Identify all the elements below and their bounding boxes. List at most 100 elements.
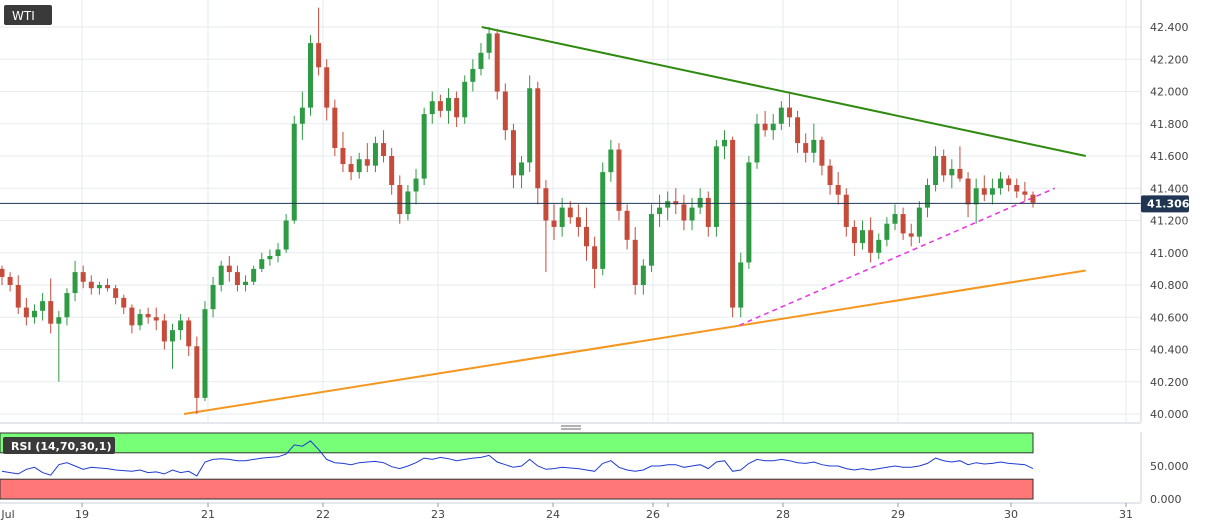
candle-body	[23, 307, 29, 318]
candle-body	[527, 88, 533, 163]
y-tick-label: 41.400	[1150, 182, 1189, 195]
candle-body	[933, 156, 939, 186]
candle-body	[291, 123, 297, 221]
candle-body	[640, 265, 646, 285]
candle-body	[551, 220, 557, 227]
candle-body	[632, 239, 638, 285]
candle-body	[340, 147, 346, 165]
y-axis-ticks: 42.400 42.200 42.000 41.800 41.600 41.400 41.2…	[1150, 21, 1189, 421]
candle-body	[1022, 191, 1028, 195]
candle-body	[372, 143, 378, 166]
candle-body	[307, 43, 313, 108]
candle-body	[421, 114, 427, 179]
candle-body	[145, 314, 151, 318]
candle-body	[803, 143, 809, 153]
candle-body	[226, 265, 232, 273]
x-tick-label: 31	[1119, 508, 1133, 521]
candle-body	[738, 262, 744, 308]
rsi-label-text: RSI (14,70,30,1)	[11, 440, 111, 453]
candle-body	[129, 307, 135, 326]
candle-body	[900, 214, 906, 234]
y-tick-label: 40.800	[1150, 279, 1189, 292]
candle-body	[470, 68, 476, 82]
candle-body	[965, 178, 971, 205]
rsi-label-bg	[3, 437, 115, 454]
candle-body	[389, 156, 395, 186]
symbol-label[interactable]: WTI	[4, 5, 52, 25]
x-tick-label: 30	[1004, 508, 1018, 521]
rsi-oversold-zone	[0, 478, 1034, 500]
y-tick-label: 40.600	[1150, 311, 1189, 324]
candle-body	[1006, 178, 1012, 186]
candle-body	[502, 91, 508, 131]
candle-body	[194, 346, 200, 398]
candle-body	[178, 320, 184, 331]
candle-body	[437, 101, 443, 111]
rsi-panel: RSI (14,70,30,1) 50.000 0.000	[0, 432, 1189, 506]
candle-body	[251, 268, 257, 282]
candle-body	[72, 272, 78, 294]
panel-resize-handle[interactable]	[561, 425, 581, 430]
trendline-support	[183, 269, 1086, 415]
candle-body	[80, 272, 86, 282]
candle-body	[762, 123, 768, 131]
candle-body	[567, 207, 573, 218]
candle-body	[924, 185, 930, 208]
symbol-label-text: WTI	[12, 9, 35, 23]
candle-body	[754, 123, 760, 163]
candle-body	[169, 330, 175, 342]
candle-body	[827, 165, 833, 186]
main-grid	[0, 0, 1141, 422]
candle-body	[348, 164, 354, 173]
candle-body	[405, 191, 411, 215]
rsi-line	[1, 440, 1034, 477]
candle-body	[113, 288, 119, 298]
candle-body	[681, 204, 687, 221]
candle-body	[851, 226, 857, 244]
candle-body	[981, 188, 987, 195]
y-tick-label: 42.400	[1150, 21, 1189, 34]
candle-body	[429, 101, 435, 115]
x-tick-label: 24	[546, 508, 560, 521]
candle-body	[989, 188, 995, 195]
candle-body	[299, 107, 305, 124]
candle-body	[608, 149, 614, 173]
candle-body	[218, 265, 224, 285]
candle-body	[88, 281, 94, 289]
candle-body	[96, 285, 102, 289]
candle-body	[584, 226, 590, 247]
candle-body	[324, 67, 330, 108]
candle-body	[713, 146, 719, 227]
y-tick-label: 40.200	[1150, 376, 1189, 389]
candle-body	[811, 139, 817, 153]
candle-body	[121, 297, 127, 308]
candle-body	[908, 233, 914, 237]
candle-body	[186, 320, 192, 347]
candle-body	[559, 207, 565, 227]
trendline-resistance	[481, 26, 1086, 157]
y-tick-label: 42.200	[1150, 53, 1189, 66]
candle-body	[283, 220, 289, 250]
rsi-tick-label: 0.000	[1150, 493, 1182, 506]
candle-body	[0, 268, 5, 277]
candle-body	[575, 217, 581, 227]
candle-body	[884, 223, 890, 240]
candle-body	[161, 320, 167, 342]
x-axis-ticks: Jul 19 21 22 23 24 26 28 29 30 31	[0, 503, 1133, 521]
candle-body	[259, 259, 265, 269]
candle-body	[973, 188, 979, 205]
candle-body	[535, 88, 541, 189]
candle-body	[494, 33, 500, 92]
candle-body	[356, 159, 362, 173]
x-tick-label: 21	[201, 508, 215, 521]
candle-body	[40, 301, 46, 311]
candle-body	[486, 33, 492, 53]
candle-body	[795, 117, 801, 144]
candle-body	[616, 149, 622, 211]
candle-body	[868, 230, 874, 253]
candle-body	[722, 139, 728, 147]
candle-body	[31, 310, 37, 318]
candle-body	[786, 107, 792, 118]
candle-body	[860, 230, 866, 244]
